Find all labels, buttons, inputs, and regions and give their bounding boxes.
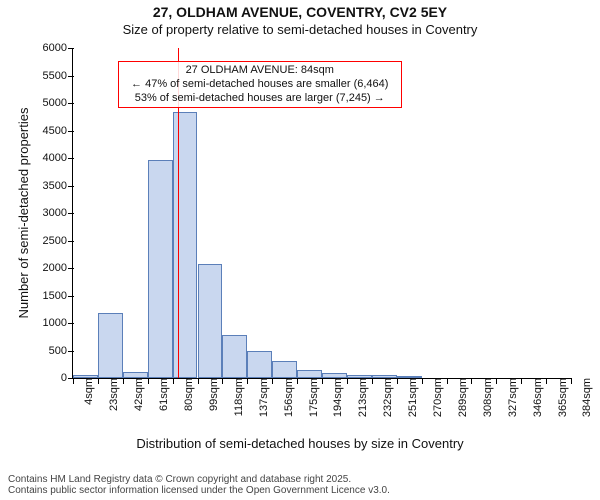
x-tick-mark — [571, 378, 572, 384]
chart-subtitle: Size of property relative to semi-detach… — [0, 22, 600, 37]
y-tick: 0 — [61, 372, 73, 384]
x-tick-mark — [198, 378, 199, 384]
x-tick: 384sqm — [575, 378, 593, 417]
plot-area: 0500100015002000250030003500400045005000… — [72, 48, 571, 379]
x-tick-mark — [471, 378, 472, 384]
x-tick: 270sqm — [426, 378, 444, 417]
y-tick: 1000 — [43, 317, 73, 329]
histogram-bar — [322, 373, 347, 379]
y-axis-label: Number of semi-detached properties — [16, 108, 31, 319]
x-tick-mark — [98, 378, 99, 384]
y-tick: 5500 — [43, 70, 73, 82]
annotation-box: 27 OLDHAM AVENUE: 84sqm← 47% of semi-det… — [118, 61, 402, 108]
x-tick-mark — [272, 378, 273, 384]
x-tick: 80sqm — [177, 378, 195, 411]
x-tick: 23sqm — [102, 378, 120, 411]
x-tick-mark — [397, 378, 398, 384]
histogram-bar — [372, 375, 397, 378]
footer-line-2: Contains public sector information licen… — [8, 485, 390, 496]
chart-title: 27, OLDHAM AVENUE, COVENTRY, CV2 5EY — [0, 4, 600, 20]
y-tick: 3500 — [43, 180, 73, 192]
x-tick: 99sqm — [202, 378, 220, 411]
x-tick: 289sqm — [451, 378, 469, 417]
x-tick: 118sqm — [227, 378, 245, 416]
histogram-bar — [148, 160, 173, 378]
histogram-bar — [73, 375, 98, 378]
y-tick: 500 — [49, 345, 73, 357]
x-tick: 213sqm — [351, 378, 369, 417]
annotation-line: ← 47% of semi-detached houses are smalle… — [123, 78, 397, 92]
x-tick-mark — [422, 378, 423, 384]
x-tick-mark — [222, 378, 223, 384]
annotation-line: 27 OLDHAM AVENUE: 84sqm — [123, 64, 397, 78]
x-tick: 251sqm — [401, 378, 419, 417]
x-tick: 308sqm — [476, 378, 494, 417]
x-tick-mark — [123, 378, 124, 384]
annotation-line: 53% of semi-detached houses are larger (… — [123, 92, 397, 106]
histogram-bar — [272, 361, 297, 378]
footer-line-1: Contains HM Land Registry data © Crown c… — [8, 474, 390, 485]
x-tick-mark — [148, 378, 149, 384]
y-tick: 4500 — [43, 125, 73, 137]
x-tick: 61sqm — [152, 378, 170, 411]
x-tick-mark — [173, 378, 174, 384]
y-tick: 2000 — [43, 262, 73, 274]
y-tick: 1500 — [43, 290, 73, 302]
histogram-bar — [198, 264, 223, 378]
x-tick: 42sqm — [127, 378, 145, 411]
histogram-bar — [173, 112, 198, 378]
histogram-bar — [297, 370, 322, 378]
histogram-bar — [98, 313, 123, 378]
x-tick-mark — [372, 378, 373, 384]
x-tick-mark — [447, 378, 448, 384]
x-axis-label: Distribution of semi-detached houses by … — [0, 436, 600, 451]
x-tick-mark — [322, 378, 323, 384]
x-tick-mark — [297, 378, 298, 384]
y-tick: 2500 — [43, 235, 73, 247]
x-tick: 365sqm — [551, 378, 569, 417]
y-tick: 4000 — [43, 152, 73, 164]
x-tick: 175sqm — [302, 378, 320, 417]
histogram-bar — [347, 375, 372, 378]
x-tick: 4sqm — [77, 378, 95, 405]
x-tick-mark — [73, 378, 74, 384]
x-tick-mark — [546, 378, 547, 384]
x-tick: 194sqm — [326, 378, 344, 417]
histogram-bar — [222, 335, 247, 378]
y-tick: 5000 — [43, 97, 73, 109]
x-tick: 327sqm — [501, 378, 519, 417]
y-tick: 3000 — [43, 207, 73, 219]
histogram-bar — [247, 351, 272, 378]
x-tick: 232sqm — [376, 378, 394, 417]
histogram-bar — [123, 372, 148, 378]
histogram-bar — [397, 376, 422, 378]
x-tick-mark — [247, 378, 248, 384]
x-tick: 137sqm — [252, 378, 270, 417]
footer-attribution: Contains HM Land Registry data © Crown c… — [8, 474, 390, 496]
chart-root: 27, OLDHAM AVENUE, COVENTRY, CV2 5EY Siz… — [0, 0, 600, 500]
x-tick-mark — [347, 378, 348, 384]
x-tick-mark — [521, 378, 522, 384]
x-tick: 346sqm — [526, 378, 544, 417]
y-tick: 6000 — [43, 42, 73, 54]
x-tick: 156sqm — [277, 378, 295, 417]
x-tick-mark — [496, 378, 497, 384]
